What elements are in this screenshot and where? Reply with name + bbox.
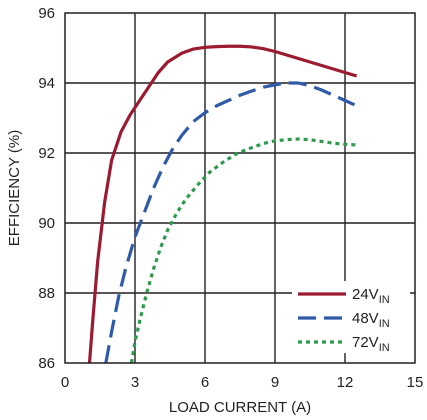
tick-labels: 0 3 6 9 12 15 86 88 90 92 94 96 xyxy=(38,5,423,391)
x-tick-label: 15 xyxy=(407,374,424,391)
y-tick-label: 92 xyxy=(38,145,55,162)
y-axis-label: EFFICIENCY (%) xyxy=(6,130,23,246)
y-tick-label: 86 xyxy=(38,355,55,372)
x-axis-label: LOAD CURRENT (A) xyxy=(169,399,311,416)
x-tick-label: 3 xyxy=(131,374,139,391)
series-lines xyxy=(87,44,358,364)
y-tick-label: 88 xyxy=(38,285,55,302)
x-tick-label: 9 xyxy=(271,374,279,391)
plot-frame xyxy=(64,12,416,364)
x-tick-label: 6 xyxy=(201,374,209,391)
x-tick-label: 12 xyxy=(337,374,354,391)
y-tick-label: 90 xyxy=(38,215,55,232)
series-line-24v xyxy=(87,44,358,364)
y-tick-label: 96 xyxy=(38,5,55,22)
series-line-72v xyxy=(129,137,357,364)
y-tick-label: 94 xyxy=(38,75,55,92)
x-tick-label: 0 xyxy=(61,374,69,391)
series-line-48v xyxy=(104,81,358,364)
